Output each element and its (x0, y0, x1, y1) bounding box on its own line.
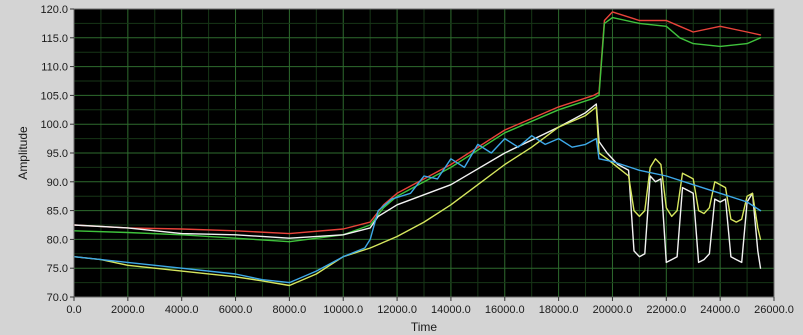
x-tick-label: 14000.0 (431, 304, 471, 316)
x-tick-label: 4000.0 (165, 304, 199, 316)
x-tick-label: 18000.0 (539, 304, 579, 316)
y-axis-label: Amplitude (16, 126, 30, 180)
y-tick-label: 105.0 (40, 90, 68, 102)
x-tick-label: 22000.0 (646, 304, 686, 316)
series-line-5 (73, 134, 762, 284)
y-tick-label: 80.0 (47, 234, 68, 246)
y-tick-label: 90.0 (47, 177, 68, 189)
series-line-1 (73, 11, 762, 235)
y-tick-label: 95.0 (47, 148, 68, 160)
y-tick-label: 115.0 (41, 33, 68, 45)
y-tick-label: 75.0 (47, 263, 68, 275)
y-tick-label: 70.0 (47, 292, 68, 304)
x-tick-label: 2000.0 (111, 304, 145, 316)
y-axis-ticks: 70.0 75.0 80.0 85.0 90.0 95.0 100.0 105.0 110.0 1… (40, 4, 74, 304)
x-tick-label: 16000.0 (485, 304, 525, 316)
grid-horizontal (74, 8, 774, 298)
x-tick-label: 12000.0 (377, 304, 417, 316)
x-tick-label: 20000.0 (593, 304, 633, 316)
series-line-2 (73, 16, 762, 243)
series-line-3 (73, 103, 762, 269)
x-tick-label: 26000.0 (754, 304, 794, 316)
y-tick-label: 110.0 (41, 62, 68, 74)
x-axis-label: Time (411, 320, 438, 334)
x-tick-label: 0.0 (66, 304, 81, 316)
x-tick-label: 8000.0 (273, 304, 307, 316)
x-axis-ticks: 0.0 2000.0 4000.0 6000.0 8000.0 10000.0 12000.… (66, 297, 794, 316)
y-tick-label: 100.0 (40, 119, 68, 131)
series-layer (73, 11, 762, 287)
x-tick-label: 6000.0 (219, 304, 253, 316)
y-tick-label: 120.0 (40, 4, 68, 16)
y-tick-label: 85.0 (47, 206, 68, 218)
x-tick-label: 10000.0 (323, 304, 363, 316)
x-tick-label: 24000.0 (700, 304, 740, 316)
